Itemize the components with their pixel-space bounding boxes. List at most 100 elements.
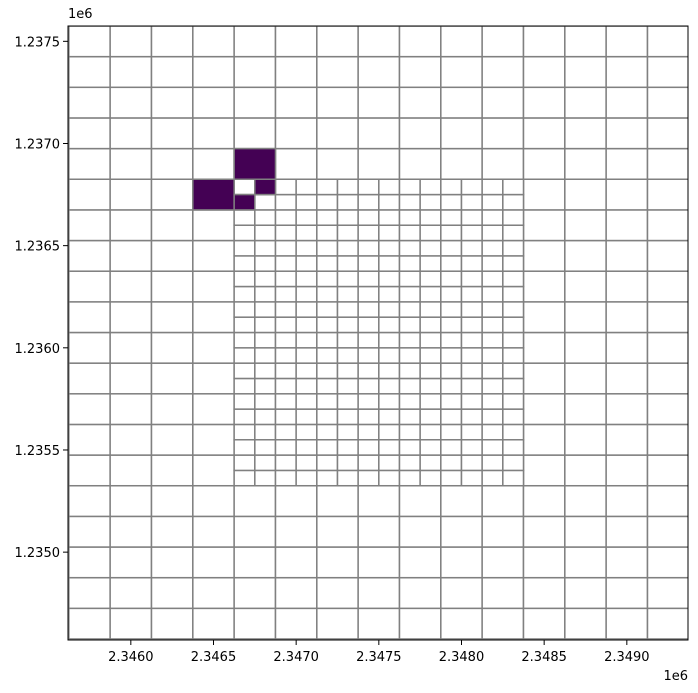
x-offset-label: 1e6 [663,669,688,684]
fine-cell [295,331,318,349]
fine-cell [233,224,256,242]
coarse-cell [109,270,153,303]
coarse-cell [440,484,483,518]
axes-frame [67,25,689,641]
fine-cell [378,454,401,472]
fine-cell [254,454,277,472]
coarse-cell [192,576,235,610]
fine-cell [295,362,318,380]
coarse-cell [481,86,525,119]
fine-cell [440,224,463,242]
fine-cell [295,270,318,288]
fine-cell [419,239,442,257]
coarse-cell [150,331,194,364]
fine-cell [378,301,401,318]
coarse-cell [150,239,194,272]
coarse-cell [192,86,235,119]
coarse-cell [440,546,483,579]
fine-cell [316,393,339,410]
fine-cell [274,423,297,441]
fine-cell [357,301,380,318]
fine-cell [481,193,504,211]
fine-cell [295,255,318,272]
coarse-cell [646,301,688,334]
coarse-cell [605,117,649,150]
fine-cell [336,377,359,395]
coarse-cell [522,362,566,395]
fine-cell [460,255,483,272]
fine-cell [233,454,256,472]
fine-cell [440,377,463,395]
fine-cell [481,347,504,364]
coarse-cell [646,607,688,640]
fine-cell [233,362,256,380]
coarse-cell [481,546,525,579]
coarse-cell [274,147,318,180]
coarse-cell [522,515,566,548]
coarse-cell [68,239,111,272]
fine-cell [378,285,401,303]
fine-cell [398,301,421,318]
fine-cell [274,178,297,196]
coarse-cell [109,362,153,395]
fine-cell [316,239,339,257]
fine-cell [316,377,339,395]
fine-cell [502,408,525,426]
coarse-cell [398,147,442,180]
fine-cell [233,377,256,395]
fine-cell [316,347,339,364]
coarse-cell [564,484,607,518]
fine-cell [274,285,297,303]
fine-cell [274,362,297,380]
fine-cell [316,270,339,288]
fine-cell [419,255,442,272]
fine-cell [378,439,401,456]
coarse-cell [481,484,525,518]
coarse-cell [522,178,566,211]
coarse-cell [274,86,318,119]
fine-cell [254,347,277,364]
coarse-cell [68,331,111,364]
fine-cell [419,209,442,226]
coarse-cell [233,607,277,640]
fine-cell [440,255,463,272]
coarse-cell [109,26,153,58]
coarse-cell [150,484,194,518]
fine-cell [336,423,359,441]
coarse-cell [522,209,566,242]
coarse-cell [192,393,235,426]
coarse-cell [398,55,442,89]
fine-cell [398,423,421,441]
fine-cell [419,347,442,364]
fine-cell [460,377,483,395]
fine-cell [254,209,277,226]
coarse-cell [233,576,277,610]
x-tick-label: 2.3485 [521,650,567,665]
coarse-cell [150,86,194,119]
coarse-cell [68,484,111,518]
coarse-cell [233,515,277,548]
fine-cell [460,331,483,349]
fine-cell [460,362,483,380]
fine-cell [274,270,297,288]
coarse-cell [357,86,401,119]
fine-cell [336,316,359,334]
fine-cell [336,393,359,410]
fine-cell [316,209,339,226]
fine-cell [398,178,421,196]
coarse-cell [68,147,111,180]
coarse-cell [522,423,566,456]
fine-cell [502,270,525,288]
coarse-cell [68,86,111,119]
fine-cell [274,454,297,472]
fine-cell [274,224,297,242]
fine-cell [274,377,297,395]
coarse-cell [646,362,688,395]
fine-cell [440,193,463,211]
coarse-cell [522,484,566,518]
fine-cell [378,239,401,257]
fine-cell [502,377,525,395]
coarse-cell [646,270,688,303]
coarse-cell [192,301,235,334]
